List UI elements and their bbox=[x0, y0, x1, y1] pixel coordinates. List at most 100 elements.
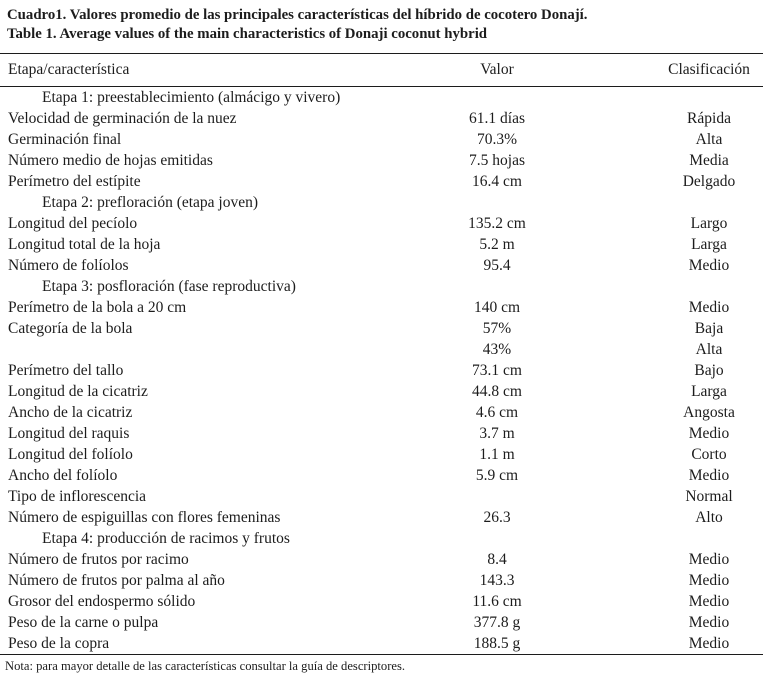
row-label: Número medio de hojas emitidas bbox=[8, 151, 213, 169]
row-value: 95.4 bbox=[483, 256, 511, 274]
table-row: Número de espiguillas con flores femenin… bbox=[0, 507, 763, 528]
footnote: Nota: para mayor detalle de las caracter… bbox=[5, 659, 406, 673]
section-label: Etapa 4: producción de racimos y frutos bbox=[42, 529, 290, 547]
row-classification: Normal bbox=[685, 487, 733, 505]
row-label: Germinación final bbox=[8, 130, 122, 148]
row-label: Número de frutos por racimo bbox=[8, 550, 189, 568]
row-label: Número de folíolos bbox=[8, 256, 129, 274]
section-row: Etapa 1: preestablecimiento (almácigo y … bbox=[0, 87, 763, 109]
row-classification: Largo bbox=[690, 214, 728, 232]
row-value: 73.1 cm bbox=[472, 361, 522, 379]
row-label: Número de frutos por palma al año bbox=[8, 571, 225, 589]
table-header: Etapa/característica Valor Clasificación bbox=[0, 53, 763, 87]
table-row: Número medio de hojas emitidas 7.5 hojas M… bbox=[0, 150, 763, 171]
row-label: Número de espiguillas con flores femenin… bbox=[8, 508, 281, 526]
table-row: Longitud de la cicatriz 44.8 cm Larga bbox=[0, 381, 763, 402]
row-value: 57% bbox=[482, 319, 512, 337]
row-classification: Rápida bbox=[687, 109, 731, 127]
characteristics-table: Etapa/característica Valor Clasificación… bbox=[0, 53, 763, 655]
row-classification: Alto bbox=[695, 508, 723, 526]
row-label: Perímetro de la bola a 20 cm bbox=[8, 298, 187, 316]
section-label: Etapa 2: prefloración (etapa joven) bbox=[42, 193, 259, 211]
row-label: Categoría de la bola bbox=[8, 319, 133, 337]
row-classification: Bajo bbox=[694, 361, 724, 379]
row-classification: Corto bbox=[691, 445, 727, 463]
column-header-clasificacion: Clasificación bbox=[655, 53, 763, 87]
row-label: Ancho de la cicatriz bbox=[8, 403, 133, 421]
row-value: 135.2 cm bbox=[468, 214, 526, 232]
row-value: 5.9 cm bbox=[475, 466, 519, 484]
table-row: Grosor del endospermo sólido 11.6 cm Medio bbox=[0, 591, 763, 612]
row-label: Longitud del folíolo bbox=[8, 445, 133, 463]
table-row: Longitud total de la hoja 5.2 m Larga bbox=[0, 234, 763, 255]
row-value: 188.5 g bbox=[473, 634, 521, 652]
row-classification: Larga bbox=[691, 235, 727, 253]
table-row: Número de frutos por palma al año 143.3 Me… bbox=[0, 570, 763, 591]
row-classification: Medio bbox=[688, 592, 730, 610]
table-row: Longitud del raquis 3.7 m Medio bbox=[0, 423, 763, 444]
row-classification: Medio bbox=[688, 613, 730, 631]
table-row: Peso de la copra 188.5 g Medio bbox=[0, 633, 763, 655]
table-title-english: Table 1. Average values of the main char… bbox=[7, 26, 488, 42]
table-row: Ancho del folíolo 5.9 cm Medio bbox=[0, 465, 763, 486]
row-label: Perímetro del tallo bbox=[8, 361, 124, 379]
row-label: Grosor del endospermo sólido bbox=[8, 592, 196, 610]
section-row: Etapa 2: prefloración (etapa joven) bbox=[0, 192, 763, 213]
row-value: 11.6 cm bbox=[472, 592, 522, 610]
row-value: 140 cm bbox=[473, 298, 521, 316]
row-value: 26.3 bbox=[483, 508, 511, 526]
table-row: Longitud del folíolo 1.1 m Corto bbox=[0, 444, 763, 465]
table-row: 43% Alta bbox=[0, 339, 763, 360]
column-header-valor: Valor bbox=[339, 53, 655, 87]
row-label: Perímetro del estípite bbox=[8, 172, 141, 190]
table-row: Peso de la carne o pulpa 377.8 g Medio bbox=[0, 612, 763, 633]
row-classification: Medio bbox=[688, 256, 730, 274]
row-label: Longitud del raquis bbox=[8, 424, 130, 442]
row-classification: Angosta bbox=[683, 403, 735, 421]
row-classification: Alta bbox=[695, 130, 723, 148]
row-value: 3.7 m bbox=[479, 424, 515, 442]
column-header-etapa-caracteristica: Etapa/característica bbox=[0, 53, 339, 87]
row-label: Tipo de inflorescencia bbox=[8, 487, 147, 505]
row-value: 70.3% bbox=[476, 130, 518, 148]
table-row: Ancho de la cicatriz 4.6 cm Angosta bbox=[0, 402, 763, 423]
row-classification: Media bbox=[689, 151, 729, 169]
table-row: Longitud del pecíolo 135.2 cm Largo bbox=[0, 213, 763, 234]
table-row: Tipo de inflorescencia Normal bbox=[0, 486, 763, 507]
table-row: Velocidad de germinación de la nuez 61.1 … bbox=[0, 108, 763, 129]
row-value: 16.4 cm bbox=[472, 172, 522, 190]
section-label: Etapa 3: posfloración (fase reproductiva… bbox=[42, 277, 296, 295]
table-row: Perímetro del estípite 16.4 cm Delgado bbox=[0, 171, 763, 192]
table-title-spanish: Cuadro1. Valores promedio de las princip… bbox=[7, 7, 588, 23]
row-classification: Alta bbox=[695, 340, 723, 358]
row-label: Peso de la copra bbox=[8, 634, 110, 652]
row-value: 61.1 días bbox=[469, 109, 525, 127]
row-classification: Medio bbox=[688, 571, 730, 589]
row-label: Longitud del pecíolo bbox=[8, 214, 138, 232]
row-classification: Baja bbox=[694, 319, 724, 337]
row-classification: Medio bbox=[688, 550, 730, 568]
row-value: 1.1 m bbox=[479, 445, 515, 463]
row-value: 5.2 m bbox=[479, 235, 515, 253]
row-label bbox=[0, 339, 339, 360]
table-caption: Cuadro1. Valores promedio de las princip… bbox=[0, 6, 763, 44]
row-value: 8.4 bbox=[487, 550, 507, 568]
table-row: Número de frutos por racimo 8.4 Medio bbox=[0, 549, 763, 570]
table-row: Perímetro de la bola a 20 cm 140 cm Medio bbox=[0, 297, 763, 318]
table-row: Número de folíolos 95.4 Medio bbox=[0, 255, 763, 276]
row-value: 377.8 g bbox=[473, 613, 521, 631]
row-classification: Medio bbox=[688, 424, 730, 442]
row-classification: Medio bbox=[688, 466, 730, 484]
table-row: Categoría de la bola 57% Baja bbox=[0, 318, 763, 339]
row-label: Peso de la carne o pulpa bbox=[8, 613, 159, 631]
row-classification: Larga bbox=[691, 382, 727, 400]
row-value: 4.6 cm bbox=[475, 403, 519, 421]
row-value: 143.3 bbox=[479, 571, 515, 589]
row-label: Longitud de la cicatriz bbox=[8, 382, 148, 400]
row-classification: Delgado bbox=[682, 172, 736, 190]
row-value bbox=[339, 486, 655, 507]
section-label: Etapa 1: preestablecimiento (almácigo y … bbox=[42, 88, 341, 106]
table-row: Germinación final 70.3% Alta bbox=[0, 129, 763, 150]
section-row: Etapa 3: posfloración (fase reproductiva… bbox=[0, 276, 763, 297]
